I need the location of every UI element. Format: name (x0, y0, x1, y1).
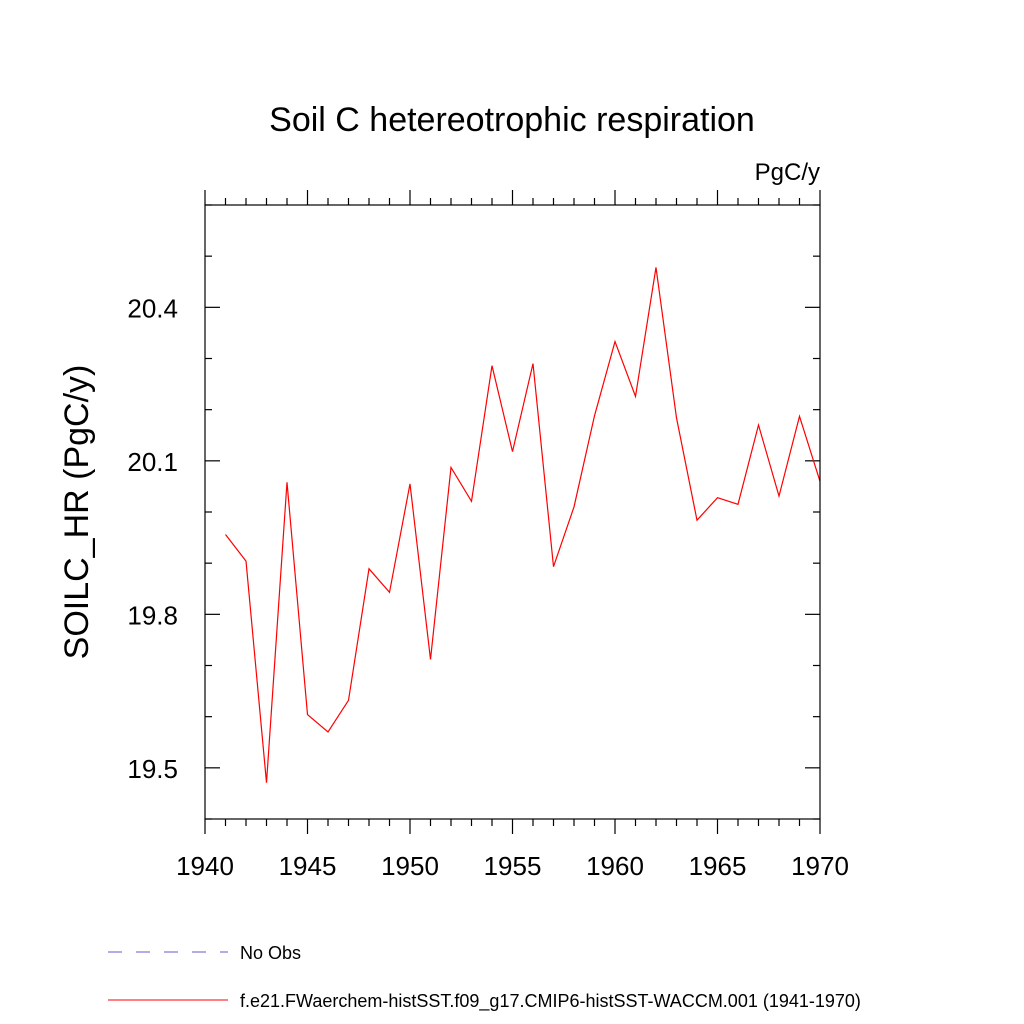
legend-label: f.e21.FWaerchem-histSST.f09_g17.CMIP6-hi… (240, 991, 861, 1012)
x-tick-label: 1970 (791, 851, 849, 881)
x-tick-label: 1945 (279, 851, 337, 881)
y-tick-label: 19.8 (127, 600, 178, 630)
y-tick-label: 20.4 (127, 293, 178, 323)
y-tick-label: 19.5 (127, 754, 178, 784)
y-axis-label: SOILC_HR (PgC/y) (58, 365, 96, 660)
chart-title: Soil C hetereotrophic respiration (269, 101, 755, 139)
units-label: PgC/y (755, 159, 820, 186)
x-tick-label: 1950 (381, 851, 439, 881)
legend-label: No Obs (240, 943, 301, 963)
x-tick-label: 1960 (586, 851, 644, 881)
y-tick-label: 20.1 (127, 447, 178, 477)
series-line (225, 267, 821, 783)
x-tick-label: 1955 (484, 851, 542, 881)
x-tick-label: 1940 (176, 851, 234, 881)
x-tick-label: 1965 (689, 851, 747, 881)
plot-frame (204, 204, 821, 820)
